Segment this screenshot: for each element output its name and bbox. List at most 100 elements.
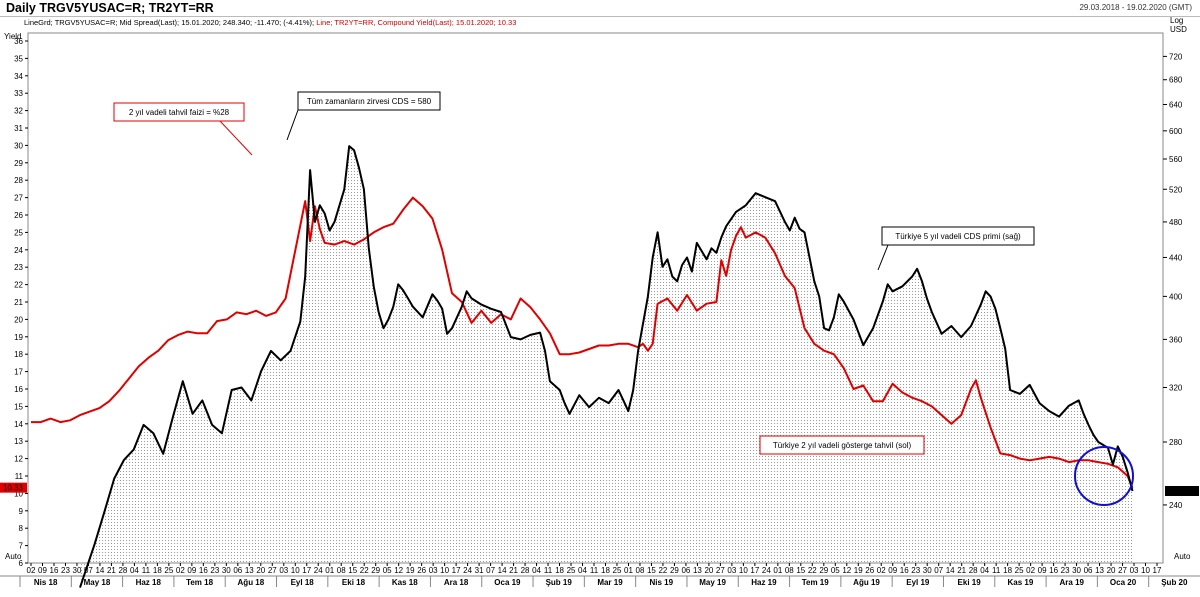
- left-axis-title: Yield: [4, 32, 22, 41]
- yield-series-callout-box: [759, 435, 925, 455]
- x-day-label: 05: [383, 566, 392, 575]
- date-range: 29.03.2018 - 19.02.2020 (GMT): [1079, 3, 1192, 12]
- x-day-label: 04: [980, 566, 989, 575]
- x-day-label: 24: [314, 566, 323, 575]
- x-day-label: 25: [1015, 566, 1024, 575]
- x-day-label: 31: [475, 566, 484, 575]
- x-day-label: 24: [463, 566, 472, 575]
- x-day-label: 04: [578, 566, 587, 575]
- left-tick-label: 36: [14, 37, 23, 46]
- right-tick-label: 440: [1169, 253, 1183, 262]
- x-month-label: Eki 18: [342, 578, 366, 587]
- x-day-label: 09: [38, 566, 47, 575]
- x-day-label: 06: [681, 566, 690, 575]
- x-day-label: 29: [371, 566, 380, 575]
- yield-peak-callout-text: 2 yıl vadeli tahvil faizi = %28: [129, 108, 230, 117]
- right-axis-title-usd: USD: [1170, 25, 1187, 34]
- x-day-label: 20: [1107, 566, 1116, 575]
- left-marker-box: [0, 482, 27, 493]
- x-month-label: Tem 19: [802, 578, 830, 587]
- x-day-label: 24: [762, 566, 771, 575]
- x-day-label: 14: [946, 566, 955, 575]
- cds-area-fill: [80, 146, 1133, 588]
- x-day-label: 11: [590, 566, 599, 575]
- left-tick-label: 26: [14, 211, 23, 220]
- x-day-label: 15: [348, 566, 357, 575]
- x-day-label: 05: [831, 566, 840, 575]
- x-month-label: Eyl 18: [291, 578, 315, 587]
- x-month-label: Ağu 19: [853, 578, 880, 587]
- x-day-label: 06: [1084, 566, 1093, 575]
- x-day-label: 17: [1153, 566, 1162, 575]
- x-day-label: 03: [279, 566, 288, 575]
- x-day-label: 28: [969, 566, 978, 575]
- x-day-label: 09: [888, 566, 897, 575]
- left-tick-label: 15: [14, 402, 23, 411]
- right-marker-box: [1165, 485, 1199, 496]
- x-day-label: 23: [911, 566, 920, 575]
- x-day-label: 07: [934, 566, 943, 575]
- x-month-label: Nis 18: [34, 578, 58, 587]
- left-tick-label: 7: [19, 542, 24, 551]
- right-marker-label: 248.340: [1168, 487, 1197, 496]
- x-month-label: Tem 18: [186, 578, 214, 587]
- x-day-label: 11: [992, 566, 1001, 575]
- x-day-label: 19: [854, 566, 863, 575]
- highlight-circle: [1074, 446, 1134, 506]
- x-day-label: 03: [1130, 566, 1139, 575]
- x-day-label: 18: [601, 566, 610, 575]
- x-day-label: 09: [187, 566, 196, 575]
- right-tick-label: 680: [1169, 76, 1183, 85]
- x-day-label: 04: [532, 566, 541, 575]
- x-day-label: 21: [107, 566, 116, 575]
- x-day-label: 25: [164, 566, 173, 575]
- x-day-label: 28: [521, 566, 530, 575]
- x-day-label: 07: [486, 566, 495, 575]
- left-tick-label: 25: [14, 228, 23, 237]
- cds-series-callout-box: [881, 226, 1035, 246]
- cds-info: LineGrd; TRGV5YUSAC=R; Mid Spread(Last);…: [24, 18, 315, 27]
- x-day-label: 09: [1038, 566, 1047, 575]
- x-day-label: 30: [923, 566, 932, 575]
- x-day-label: 17: [452, 566, 461, 575]
- x-day-label: 16: [50, 566, 59, 575]
- x-day-label: 01: [773, 566, 782, 575]
- x-day-label: 16: [1049, 566, 1058, 575]
- x-month-label: Ara 18: [444, 578, 469, 587]
- left-tick-label: 16: [14, 385, 23, 394]
- left-axis: Yield 6 7 8 9 10 11 12 13 14 15 16 17 18 19 20 21 22 23 24 2…: [0, 32, 28, 568]
- x-day-label: 10: [1141, 566, 1150, 575]
- left-tick-label: 13: [14, 437, 23, 446]
- left-tick-label: 19: [14, 333, 23, 342]
- x-day-label: 23: [61, 566, 70, 575]
- x-month-label: Nis 19: [650, 578, 674, 587]
- x-month-label: Kas 18: [392, 578, 418, 587]
- x-day-label: 03: [429, 566, 438, 575]
- x-day-label: 08: [636, 566, 645, 575]
- left-tick-label: 11: [15, 472, 24, 481]
- x-day-label: 01: [624, 566, 633, 575]
- right-tick-label: 480: [1169, 218, 1183, 227]
- x-month-label: Şub 20: [1161, 578, 1188, 587]
- left-tick-label: 23: [14, 263, 23, 272]
- left-tick-label: 17: [14, 368, 23, 377]
- x-month-label: Şub 19: [546, 578, 573, 587]
- x-day-label: 14: [95, 566, 104, 575]
- left-tick-label: 8: [19, 524, 24, 533]
- left-tick-label: 34: [14, 72, 23, 81]
- left-tick-label: 21: [14, 298, 23, 307]
- x-month-label: Oca 19: [494, 578, 521, 587]
- x-month-label: Haz 19: [751, 578, 777, 587]
- plot-border: [27, 32, 1164, 564]
- x-day-label: 18: [1003, 566, 1012, 575]
- x-day-label: 21: [509, 566, 518, 575]
- x-month-label: Eyl 19: [906, 578, 930, 587]
- x-day-label: 13: [245, 566, 254, 575]
- x-day-label: 16: [900, 566, 909, 575]
- left-tick-label: 20: [14, 315, 23, 324]
- x-day-label: 30: [222, 566, 231, 575]
- right-tick-label: 600: [1169, 127, 1183, 136]
- x-day-label: 20: [704, 566, 713, 575]
